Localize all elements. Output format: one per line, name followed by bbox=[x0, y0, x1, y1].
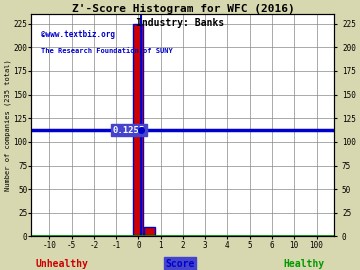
Title: Z'-Score Histogram for WFC (2016): Z'-Score Histogram for WFC (2016) bbox=[72, 4, 294, 14]
Text: Unhealthy: Unhealthy bbox=[36, 259, 89, 269]
Text: Score: Score bbox=[165, 259, 195, 269]
Bar bbox=[144, 227, 154, 237]
Text: Healthy: Healthy bbox=[283, 259, 324, 269]
Y-axis label: Number of companies (235 total): Number of companies (235 total) bbox=[4, 59, 11, 191]
Text: The Research Foundation of SUNY: The Research Foundation of SUNY bbox=[41, 48, 172, 53]
Text: ©www.textbiz.org: ©www.textbiz.org bbox=[41, 30, 114, 39]
Text: 0.1255: 0.1255 bbox=[113, 126, 145, 134]
Text: Industry: Banks: Industry: Banks bbox=[136, 18, 224, 28]
Bar bbox=[133, 24, 143, 237]
